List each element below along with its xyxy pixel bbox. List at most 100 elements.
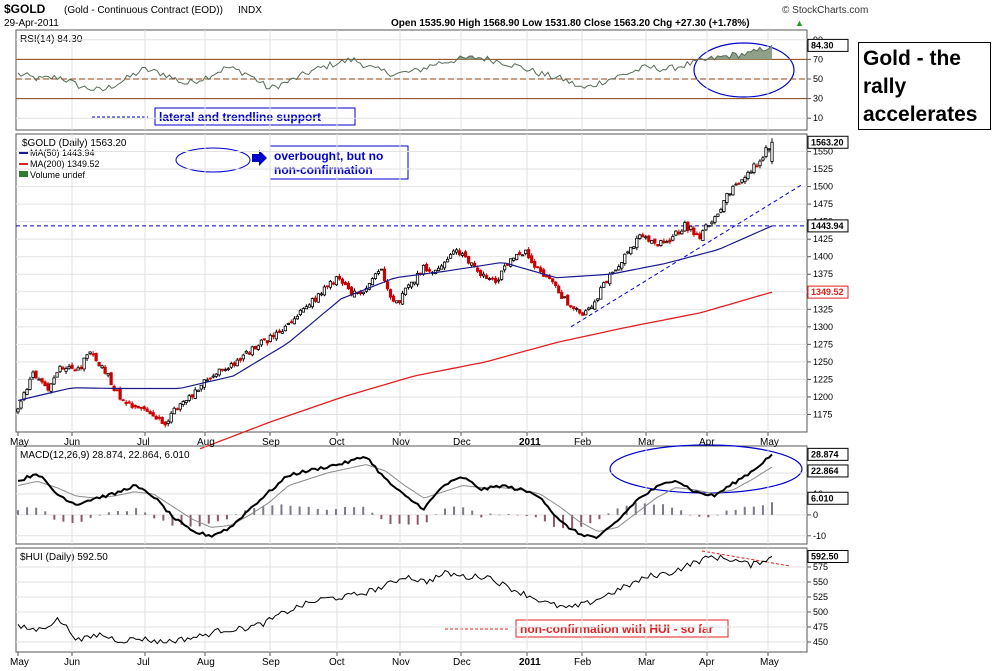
hui-y-label: 450 [813,637,828,647]
price-candle-body [482,273,486,277]
price-candle-body [602,282,606,288]
price-candle-body [166,420,170,424]
price-candle-body [79,366,83,369]
price-candle-body [58,365,62,373]
macd-histogram-bar [362,506,365,515]
price-candle-body [593,301,597,310]
price-candle-body [277,330,281,333]
price-candle-body [746,171,750,179]
price-candle-body [677,231,681,235]
price-candle-body [370,278,375,286]
macd-histogram-bar [680,510,683,515]
price-candle-body [382,268,387,282]
price-candle-body [139,406,143,409]
price-candle-body [337,275,342,280]
price-candle-body [178,403,182,410]
price-candle-body [545,275,549,278]
price-candle-body [539,267,543,273]
hui-x-label: Sep [262,657,280,668]
price-candle-body [274,331,278,340]
price-candle-body [118,388,122,400]
price-candle-body [635,237,639,249]
price-candle-body [196,389,200,392]
macd-histogram-bar [344,507,347,515]
price-candle-body [202,379,206,388]
macd-histogram-bar [607,513,610,515]
price-candle-body [412,281,417,285]
price-candle-body [313,297,317,302]
price-candle-body [479,269,483,276]
macd-histogram-bar [516,514,519,516]
price-candle-body [761,157,765,161]
macd-histogram-bar [62,514,65,522]
rsi-value: 84.30 [811,40,834,50]
price-y-label: 1200 [813,392,833,402]
macd-histogram-bar [271,505,274,515]
price-candle-body [421,264,426,275]
macd-signal-line [17,464,773,532]
price-candle-body [578,309,582,314]
price-candle-body [415,273,420,285]
ma200-line [199,291,773,450]
price-candle-body [85,354,89,359]
macd-histogram-bar [453,506,456,515]
price-candle-body [214,373,218,377]
price-candle-body [620,262,624,269]
rsi-panel-frame [15,29,808,131]
price-candle-body [148,411,152,415]
hui-y-label: 525 [813,592,828,602]
price-candle-body [268,334,272,342]
macd-histogram-bar [661,504,664,515]
macd-histogram-bar [771,502,773,515]
price-candle-body [31,371,35,378]
price-candle-body [343,282,348,286]
rsi-line [17,45,773,92]
macd-histogram-bar [53,514,56,520]
price-candle-body [205,379,209,382]
price-candle-body [536,266,540,269]
price-candle-body [698,233,702,239]
hui-line [17,554,773,645]
price-candle-body [286,322,290,325]
price-candle-body [328,281,333,288]
price-candle-body [701,230,705,242]
price-candle-body [665,241,669,244]
macd-histogram-bar [525,514,528,516]
price-y-label: 1425 [813,234,833,244]
price-candle-body [34,370,38,379]
hui-x-label: Dec [453,657,471,668]
price-candle-body [509,258,513,267]
price-candle-body [43,381,47,387]
price-candle-body [656,244,660,247]
price-candle-body [650,240,654,244]
price-candle-body [259,339,263,346]
price-candle-body [728,193,732,196]
macd-histogram-bar [380,514,383,520]
macd-histogram-bar [44,511,47,515]
macd-y-label: -10 [813,531,826,541]
macd-hist-value: 6.010 [811,493,834,503]
price-candle-body [734,183,738,186]
price-candle-body [629,246,633,255]
price-candle-body [647,235,651,242]
macd-histogram-bar [480,514,483,518]
macd-hist-value-box [807,491,849,505]
price-candle-body [298,309,302,315]
hui-y-label: 550 [813,577,828,587]
price-candle-body [208,377,212,380]
hui-x-label: Oct [329,657,345,668]
rsi-value-box [807,38,849,52]
macd-histogram-bar [71,514,74,523]
price-candle-body [190,394,194,398]
macd-histogram-bar [153,514,156,519]
price-candle-body [187,395,191,401]
price-candle-body [623,253,627,264]
price-y-label: 1275 [813,339,833,349]
price-candle-body [770,141,774,162]
price-candle-body [632,246,636,249]
price-candle-body [653,238,657,244]
price-candle-body [605,280,609,284]
macd-histogram-bar [534,514,537,518]
price-candle-body [340,278,345,284]
